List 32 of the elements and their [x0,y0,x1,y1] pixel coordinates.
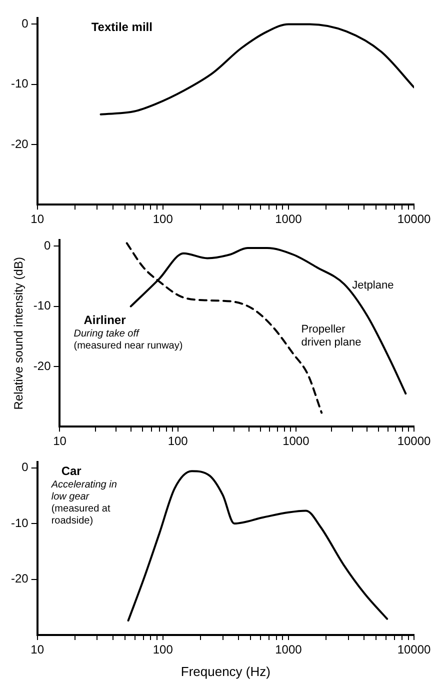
y-tick-label: 0 [22,460,29,474]
x-tick-label: 1000 [282,434,310,448]
x-axis-title: Frequency (Hz) [180,664,270,679]
x-tick-label: 10000 [397,434,432,448]
x-tick-label: 10 [53,434,67,448]
y-tick-label: -20 [11,136,29,151]
y-tick-label: -20 [11,572,29,586]
x-tick-label: 10 [30,212,44,226]
x-tick-label: 1000 [275,212,302,226]
text: Airliner [84,313,126,328]
y-tick-label: -10 [11,76,29,91]
y-axis-title: Relative sound intensity (dB) [12,257,26,410]
y-tick-label: 0 [22,16,29,31]
x-tick-label: 100 [152,642,174,657]
chart-title: Textile mill [91,20,152,34]
x-tick-label: 100 [152,212,174,226]
series-label: Propeller driven plane [301,323,362,348]
x-tick-label: 1000 [275,642,302,657]
annotation: (measured at roadside) [51,503,110,526]
x-tick-label: 10000 [397,212,432,226]
chart-title: Car [61,464,82,478]
annotation: (measured near runway) [74,340,183,352]
series-label: Jetplane [352,280,394,292]
y-tick-label: -20 [33,358,52,373]
annotation: Accelerating in low gear [50,479,118,502]
y-tick-label: 0 [44,238,52,253]
annotation: During take off [74,328,140,340]
y-tick-label: -10 [33,298,52,313]
y-tick-label: -10 [11,516,29,530]
x-tick-label: 10 [30,642,44,657]
x-tick-label: 10000 [397,642,432,657]
x-tick-label: 100 [168,434,188,448]
